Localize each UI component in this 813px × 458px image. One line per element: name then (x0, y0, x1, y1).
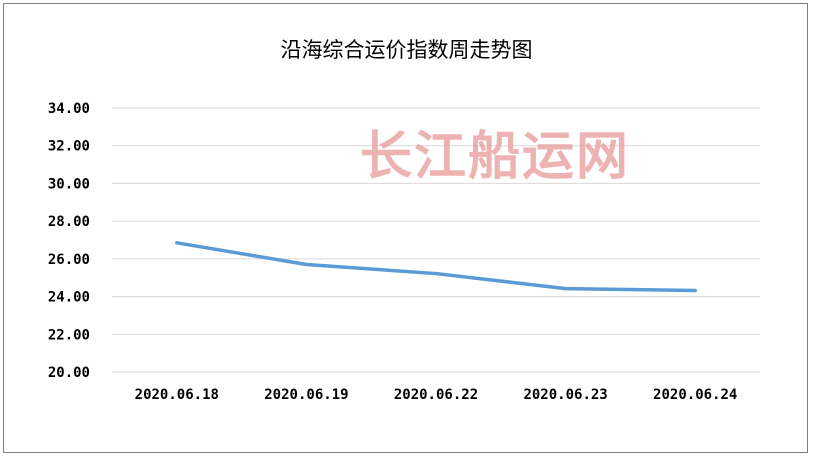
chart-title: 沿海综合运价指数周走势图 (280, 38, 533, 62)
y-tick-label: 30.00 (48, 176, 90, 192)
x-tick-label: 2020.06.19 (264, 387, 348, 403)
y-tick-label: 24.00 (48, 290, 90, 306)
x-tick-label: 2020.06.23 (523, 387, 607, 403)
x-tick-label: 2020.06.22 (394, 387, 478, 403)
y-tick-label: 32.00 (48, 139, 90, 155)
chart-frame (3, 3, 808, 453)
series-line (175, 241, 697, 293)
y-axis-ticks: 20.00 22.00 24.00 26.00 28.00 30.00 32.00 34.00 (48, 101, 90, 381)
gridlines (112, 107, 760, 373)
x-tick-label: 2020.06.24 (653, 387, 737, 403)
y-tick-label: 26.00 (48, 252, 90, 268)
y-tick-label: 22.00 (48, 327, 90, 343)
x-axis-ticks: 2020.06.18 2020.06.19 2020.06.22 2020.06.23… (135, 387, 738, 403)
x-tick-label: 2020.06.18 (135, 387, 219, 403)
y-tick-label: 28.00 (48, 214, 90, 230)
y-tick-label: 34.00 (48, 101, 90, 117)
watermark-logo: 长江船运网 (360, 126, 631, 187)
series-lines (175, 241, 697, 293)
y-tick-label: 20.00 (48, 365, 90, 381)
